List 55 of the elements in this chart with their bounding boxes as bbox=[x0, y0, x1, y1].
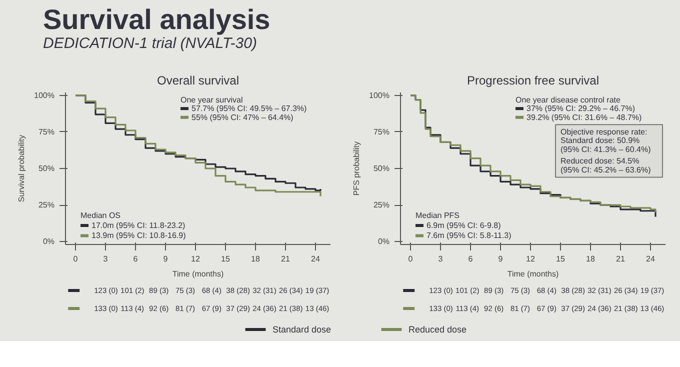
x-tick-label: 3 bbox=[438, 254, 444, 264]
annotation: Reduced dose: 54.5% bbox=[560, 156, 640, 166]
text: Survival analysis bbox=[43, 4, 270, 35]
x-tick-label: 15 bbox=[556, 254, 566, 264]
y-tick-label: 25% bbox=[38, 200, 55, 210]
y-tick-label: 0% bbox=[378, 237, 390, 246]
x-tick-label: 6 bbox=[133, 254, 138, 264]
annotation: 55% (95% CI: 47% – 64.4%) bbox=[192, 112, 294, 122]
annotation: (95% CI: 41.3% – 60.4%) bbox=[560, 145, 652, 154]
x-tick-label: 12 bbox=[191, 254, 200, 264]
x-tick-label: 0 bbox=[73, 254, 78, 264]
y-tick-label: 100% bbox=[34, 90, 55, 100]
annotation: One year survival bbox=[180, 95, 243, 104]
annotation: 6.9m (95% CI: 6-9.8) bbox=[426, 221, 502, 230]
y-tick-label: 50% bbox=[38, 164, 55, 173]
x-axis-title: Time (months) bbox=[507, 270, 559, 278]
x-tick-label: 18 bbox=[586, 254, 596, 264]
annotation: 57.7% (95% CI: 49.5% – 67.3%) bbox=[192, 104, 308, 114]
y-tick-label: 0% bbox=[42, 237, 54, 246]
x-tick-label: 24 bbox=[311, 254, 320, 264]
annotation: Median OS bbox=[80, 210, 121, 220]
annotation: Objective response rate: bbox=[560, 127, 648, 136]
x-tick-label: 3 bbox=[103, 254, 108, 264]
annotation: Median PFS bbox=[416, 210, 460, 220]
chart-title: Progression free survival bbox=[466, 74, 600, 88]
x-tick-label: 9 bbox=[498, 254, 504, 264]
annotation: 37% (95% CI: 29.2% – 46.7%) bbox=[526, 104, 636, 114]
legend-label: Standard dose bbox=[272, 324, 332, 334]
x-tick-label: 6 bbox=[468, 254, 474, 264]
x-tick-label: 24 bbox=[646, 254, 656, 264]
x-tick-label: 15 bbox=[221, 254, 230, 264]
y-tick-label: 75% bbox=[373, 127, 390, 136]
x-tick-label: 21 bbox=[616, 254, 626, 264]
chart-title: Overall survival bbox=[156, 74, 240, 88]
y-axis-title: PFS probability bbox=[352, 141, 362, 196]
annotation: 39.2% (95% CI: 31.6% – 48.7%) bbox=[526, 112, 642, 122]
legend-label: Reduced dose bbox=[408, 324, 467, 334]
annotation: 17.0m (95% CI: 11.8-23.2) bbox=[92, 221, 186, 230]
annotation: One year disease control rate bbox=[516, 95, 621, 104]
annotation: 7.6m (95% CI: 5.8-11.3) bbox=[426, 231, 512, 240]
text: DEDICATION-1 trial (NVALT-30) bbox=[43, 35, 258, 53]
y-tick-label: 75% bbox=[38, 127, 55, 136]
x-axis-title: Time (months) bbox=[172, 270, 224, 278]
y-tick-label: 100% bbox=[369, 90, 390, 100]
y-tick-label: 25% bbox=[373, 200, 390, 210]
x-tick-label: 18 bbox=[251, 254, 260, 264]
annotation: (95% CI: 45.2% – 63.6%) bbox=[560, 165, 652, 174]
annotation: Standard dose: 50.9% bbox=[560, 136, 640, 146]
x-tick-label: 0 bbox=[408, 254, 414, 264]
y-tick-label: 50% bbox=[373, 164, 390, 173]
annotation: 13.9m (95% CI: 10.8-16.9) bbox=[92, 231, 186, 240]
x-tick-label: 9 bbox=[163, 254, 168, 264]
x-tick-label: 21 bbox=[281, 254, 290, 264]
y-axis-title: Survival probability bbox=[17, 134, 26, 202]
x-tick-label: 12 bbox=[526, 254, 536, 264]
